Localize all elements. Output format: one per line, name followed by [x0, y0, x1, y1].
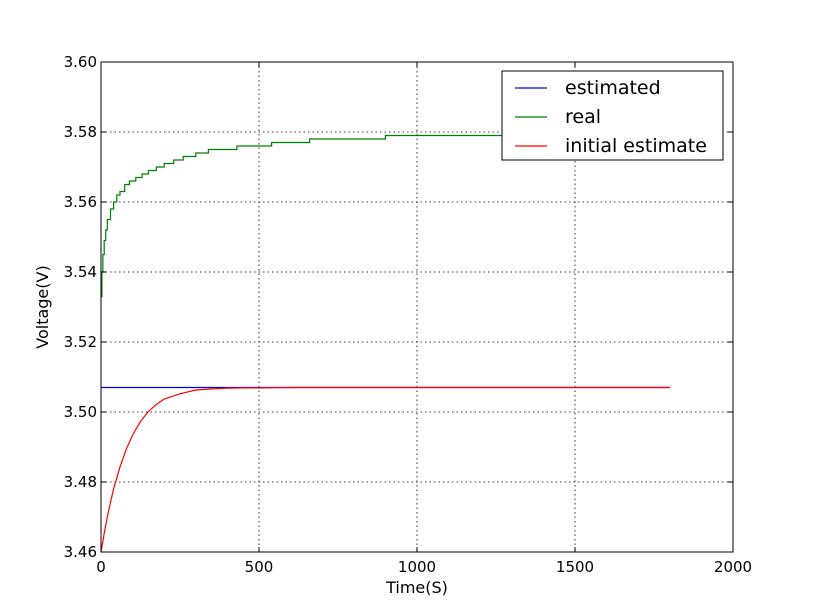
y-axis-label: Voltage(V): [33, 265, 52, 348]
axis-ticks: 0 500 1000 1500 2000 3.46 3.48 3.50 3.52 3.54 3.56…: [64, 53, 753, 576]
x-axis-label: Time(S): [385, 578, 448, 597]
y-tick-label: 3.52: [64, 333, 97, 351]
legend-box: [501, 70, 724, 161]
legend-label: estimated: [565, 77, 661, 99]
y-tick-label: 3.56: [64, 193, 97, 211]
x-tick-label: 0: [96, 558, 106, 576]
series-line-real: [101, 131, 670, 298]
y-tick-label: 3.46: [64, 543, 97, 561]
x-tick-label: 1000: [398, 558, 436, 576]
legend-label: initial estimate: [565, 135, 707, 157]
x-tick-label: 500: [245, 558, 274, 576]
legend: estimated real initial estimate: [501, 70, 724, 161]
series-lines: [100, 131, 670, 553]
x-tick-label: 1500: [556, 558, 594, 576]
legend-label: real: [565, 106, 601, 128]
y-tick-label: 3.48: [64, 473, 97, 491]
series-line-initial-estimate: [100, 386, 670, 553]
y-tick-label: 3.54: [64, 263, 97, 281]
y-tick-label: 3.60: [64, 53, 97, 71]
y-tick-label: 3.58: [64, 123, 97, 141]
y-tick-label: 3.50: [64, 403, 97, 421]
x-tick-label: 2000: [714, 558, 752, 576]
